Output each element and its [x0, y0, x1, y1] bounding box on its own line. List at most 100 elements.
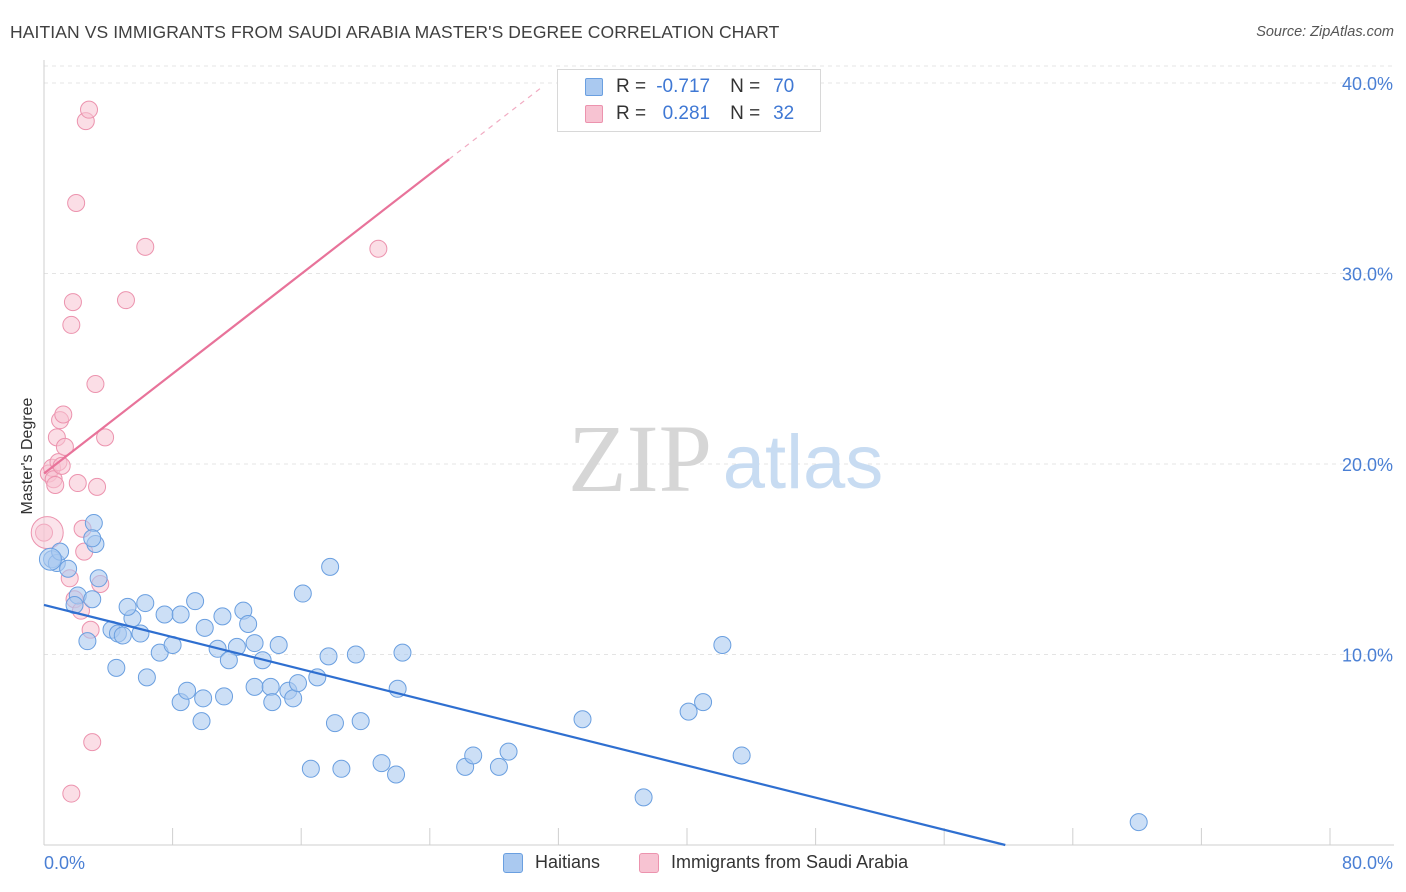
haitian-point — [171, 605, 190, 624]
haitian-point-cluster — [38, 547, 62, 571]
haitian-point — [288, 674, 307, 693]
haitian-point — [219, 651, 238, 670]
legend-r-label: R = — [616, 76, 647, 97]
saudi-trend-line — [43, 158, 450, 475]
haitian-point — [113, 626, 132, 645]
haitian-point — [155, 605, 174, 624]
haitian-point — [245, 677, 264, 696]
saudi-point — [136, 237, 155, 256]
legend-swatch-saudi — [639, 852, 659, 873]
legend-swatch-haitians — [503, 852, 523, 873]
saudi-point — [63, 293, 82, 312]
tick-labels: 10.0% 20.0% 30.0% 40.0% 0.0% 80.0% — [44, 74, 1393, 873]
watermark-zip: ZIP — [568, 405, 712, 512]
legend-n-value: 32 — [773, 103, 795, 124]
legend-swatch-blue — [585, 78, 603, 96]
gridlines — [44, 65, 1394, 655]
haitian-point — [573, 710, 592, 729]
haitian-point — [269, 635, 288, 654]
saudi-point — [83, 733, 102, 752]
saudi-point — [62, 315, 81, 334]
haitian-point — [325, 714, 344, 733]
haitian-point — [346, 645, 365, 664]
legend-n-value: 70 — [773, 76, 795, 97]
y-tick-label: 20.0% — [1342, 455, 1393, 475]
haitian-point — [178, 681, 197, 700]
haitian-point — [136, 594, 155, 613]
x-tick-label: 80.0% — [1342, 853, 1393, 873]
watermark: ZIP atlas — [568, 405, 883, 512]
haitian-point — [319, 647, 338, 666]
saudi-point — [88, 477, 107, 496]
saudi-point — [80, 100, 99, 119]
haitian-point — [213, 607, 232, 626]
haitian-points — [38, 514, 1148, 832]
haitian-point — [263, 693, 282, 712]
haitian-point — [351, 712, 370, 731]
legend-row-haitians: R = -0.717 N = 70 — [558, 74, 794, 100]
saudi-point — [86, 374, 105, 393]
legend-swatch-pink — [585, 105, 603, 123]
haitian-point — [215, 687, 234, 706]
y-tick-label: 30.0% — [1342, 265, 1393, 285]
legend-r-value: 0.281 — [662, 103, 711, 124]
legend-label-saudi: Immigrants from Saudi Arabia — [671, 852, 909, 872]
saudi-point — [55, 437, 74, 456]
watermark-atlas: atlas — [723, 420, 884, 505]
haitian-point — [107, 658, 126, 677]
x-tick-label: 0.0% — [44, 853, 85, 873]
haitian-point — [83, 529, 102, 548]
haitian-point — [78, 632, 97, 651]
haitian-point — [245, 634, 264, 653]
haitian-point — [393, 643, 412, 662]
stats-legend: R = -0.717 N = 70 R = 0.281 N = 32 — [557, 69, 821, 132]
haitian-point — [372, 754, 391, 773]
trend-lines — [43, 86, 1006, 847]
haitian-point — [464, 746, 483, 765]
saudi-point — [369, 239, 388, 258]
series-legend: Haitians Immigrants from Saudi Arabia — [0, 852, 1406, 878]
saudi-point — [46, 475, 65, 494]
legend-label-haitians: Haitians — [535, 852, 601, 872]
legend-r-label: R = — [616, 103, 647, 124]
y-tick-label: 10.0% — [1342, 646, 1393, 666]
haitian-point — [694, 693, 713, 712]
chart-title: HAITIAN VS IMMIGRANTS FROM SAUDI ARABIA … — [10, 22, 780, 42]
haitian-point — [634, 788, 653, 807]
haitian-point — [293, 584, 312, 603]
legend-item-saudi[interactable]: Immigrants from Saudi Arabia — [639, 852, 908, 873]
haitian-point — [1129, 813, 1148, 832]
haitian-point — [118, 597, 137, 616]
haitian-point — [239, 615, 258, 634]
haitian-point — [284, 689, 303, 708]
haitian-point — [301, 759, 320, 778]
saudi-point — [35, 523, 53, 542]
haitian-point — [732, 746, 751, 765]
y-tick-label: 40.0% — [1342, 74, 1393, 94]
haitian-point — [186, 592, 205, 611]
haitian-point — [713, 635, 732, 654]
axes — [43, 59, 1394, 846]
legend-n-label: N = — [730, 76, 761, 97]
haitian-point — [192, 712, 211, 731]
source-credit: Source: ZipAtlas.com — [1256, 24, 1394, 40]
haitian-point — [489, 757, 508, 776]
haitian-point — [137, 668, 156, 687]
haitian-point — [84, 514, 103, 533]
saudi-point — [62, 784, 81, 803]
saudi-point — [54, 405, 73, 424]
haitian-point — [332, 759, 351, 778]
haitian-point — [59, 559, 78, 578]
legend-item-haitians[interactable]: Haitians — [503, 852, 600, 873]
haitian-point — [83, 590, 102, 609]
haitian-point — [89, 569, 108, 588]
legend-r-value: -0.717 — [656, 76, 711, 97]
haitian-point — [679, 702, 698, 721]
legend-n-label: N = — [730, 103, 761, 124]
haitian-point — [321, 557, 340, 576]
haitian-point — [195, 618, 214, 637]
saudi-point — [96, 428, 115, 447]
haitian-trend-line — [43, 603, 1006, 847]
haitian-point — [387, 765, 406, 784]
haitian-point — [194, 689, 213, 708]
